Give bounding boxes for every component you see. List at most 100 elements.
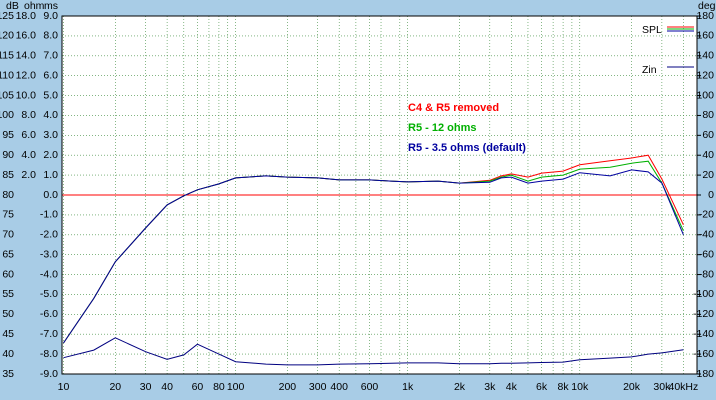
ohm-tick-label: 6.0 — [21, 129, 36, 141]
y2-tick-label: 0 — [708, 189, 714, 201]
x-tick-label: 8k — [558, 381, 570, 393]
ms-tick-label: -3.0 — [40, 248, 58, 260]
y-tick-label: 85 — [2, 169, 14, 181]
ms-tick-label: 9.0 — [43, 10, 58, 22]
y-tick-label: 90 — [2, 149, 14, 161]
x-tick-label: 200 — [279, 381, 297, 393]
ms-tick-label: 1.0 — [43, 169, 58, 181]
ohm-tick-label: 10.0 — [16, 89, 37, 101]
plot-frame — [61, 15, 698, 375]
y-tick-label: 60 — [2, 268, 14, 280]
ms-tick-label: 8.0 — [43, 30, 58, 42]
x-tick-label: 6k — [536, 381, 548, 393]
ms-tick-label: -1.0 — [40, 209, 58, 221]
y-tick-label: 95 — [2, 129, 14, 141]
ms-tick-label: 2.0 — [43, 149, 58, 161]
x-tick-label: 3k — [484, 381, 496, 393]
x-tick-label: 30k — [653, 381, 671, 393]
y-tick-label: 35 — [2, 368, 14, 380]
x-tick-label: 300 — [309, 381, 327, 393]
y2-tick-label: 100 — [696, 89, 714, 101]
y2-tick-label: -60 — [699, 248, 714, 260]
ohm-tick-label: 2.0 — [21, 169, 36, 181]
x-tick-label: 1k — [402, 381, 414, 393]
y-tick-label: 40 — [2, 348, 14, 360]
y-tick-label: 55 — [2, 288, 14, 300]
x-tick-label: 100 — [227, 381, 245, 393]
y-tick-label: 120 — [0, 30, 14, 42]
y-tick-label: 45 — [2, 328, 14, 340]
y-tick-label: 80 — [2, 189, 14, 201]
y2-tick-label: 40 — [702, 149, 714, 161]
series-line — [63, 169, 684, 344]
x-tick-label: 10k — [571, 381, 589, 393]
ms-tick-label: -5.0 — [40, 288, 58, 300]
y-tick-label: 70 — [2, 229, 14, 241]
ms-tick-label: -7.0 — [40, 328, 58, 340]
y2-axis-header: deg — [698, 0, 716, 12]
series-line — [63, 337, 684, 366]
series-annotation: R5 - 12 ohms — [408, 122, 476, 134]
ohm-tick-label: 12.0 — [16, 69, 37, 81]
y-tick-label: 65 — [2, 248, 14, 260]
ms-tick-label: -8.0 — [40, 348, 58, 360]
y-axis-header: ohm — [24, 0, 45, 12]
x-tick-label: 20 — [109, 381, 121, 393]
ms-tick-label: 3.0 — [43, 129, 58, 141]
x-tick-label: 600 — [361, 381, 379, 393]
y2-tick-label: 140 — [696, 50, 714, 62]
legend-label: SPL — [642, 24, 662, 36]
legend-label: Zin — [642, 64, 657, 76]
y2-tick-label: -20 — [699, 209, 714, 221]
y2-tick-label: 180 — [696, 10, 714, 22]
ms-tick-label: -6.0 — [40, 308, 58, 320]
x-tick-label: 40 — [161, 381, 173, 393]
x-tick-label: 400 — [330, 381, 348, 393]
x-tick-label: 2k — [454, 381, 466, 393]
ms-tick-label: 6.0 — [43, 69, 58, 81]
y2-tick-label: -120 — [693, 308, 714, 320]
ms-tick-label: -2.0 — [40, 229, 58, 241]
ms-tick-label: 7.0 — [43, 50, 58, 62]
ms-tick-label: 5.0 — [43, 89, 58, 101]
y2-tick-label: -100 — [693, 288, 714, 300]
x-tick-label: 80 — [213, 381, 225, 393]
series-annotation: C4 & R5 removed — [408, 102, 499, 114]
x-tick-label: 20k — [623, 381, 641, 393]
y-tick-label: 75 — [2, 209, 14, 221]
y-tick-label: 125 — [0, 10, 14, 22]
y-axis-header: ms — [44, 0, 58, 12]
y-tick-label: 100 — [0, 109, 14, 121]
y-tick-label: 110 — [0, 69, 14, 81]
x-tick-label: 40kHz — [668, 381, 698, 393]
series-annotation: R5 - 3.5 ohms (default) — [408, 142, 526, 154]
x-tick-label: 4k — [506, 381, 518, 393]
y-axis-header: dB — [6, 0, 19, 12]
y-tick-label: 115 — [0, 50, 14, 62]
ohm-tick-label: 14.0 — [16, 50, 37, 62]
ohm-tick-label: 4.0 — [21, 149, 36, 161]
x-tick-label: 60 — [192, 381, 204, 393]
ohm-tick-label: 8.0 — [21, 109, 36, 121]
ms-tick-label: -4.0 — [40, 268, 58, 280]
y2-tick-label: 80 — [702, 109, 714, 121]
y2-tick-label: -80 — [699, 268, 714, 280]
ohm-tick-label: 16.0 — [16, 30, 37, 42]
ms-tick-label: 0.0 — [43, 189, 58, 201]
ms-tick-label: 4.0 — [43, 109, 58, 121]
y2-tick-label: 120 — [696, 69, 714, 81]
y-tick-label: 50 — [2, 308, 14, 320]
y2-tick-label: -40 — [699, 229, 714, 241]
y2-tick-label: 20 — [702, 169, 714, 181]
y2-tick-label: -180 — [693, 368, 714, 380]
x-tick-label: 30 — [140, 381, 152, 393]
x-tick-label: 10 — [58, 381, 70, 393]
y2-tick-label: 160 — [696, 30, 714, 42]
y2-tick-label: 60 — [702, 129, 714, 141]
y2-tick-label: -160 — [693, 348, 714, 360]
ms-tick-label: -9.0 — [40, 368, 58, 380]
y2-tick-label: -140 — [693, 328, 714, 340]
y-tick-label: 105 — [0, 89, 14, 101]
ohm-tick-label: 18.0 — [16, 10, 37, 22]
